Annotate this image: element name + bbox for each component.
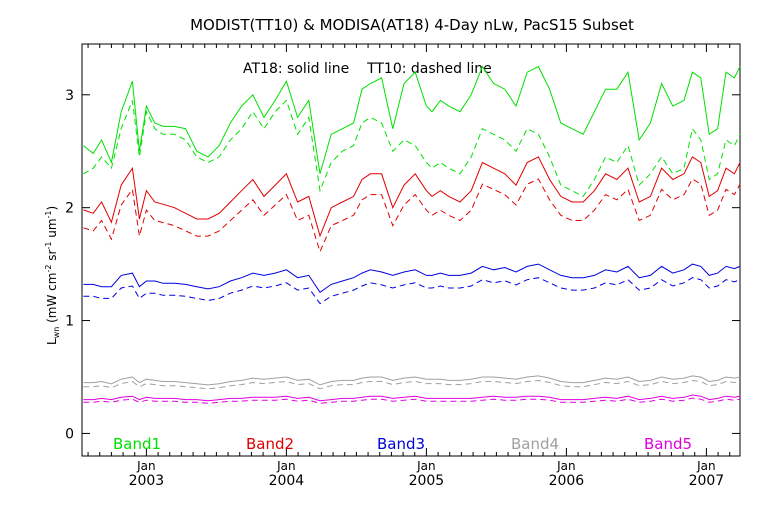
- x-tick-year-label: 2006: [549, 473, 585, 489]
- chart-title: MODIST(TT10) & MODISA(AT18) 4-Day nLw, P…: [190, 16, 634, 34]
- band-label-5: Band5: [644, 435, 692, 453]
- y-tick-label: 3: [65, 88, 74, 104]
- y-axis-label: Lwn (mW cm-2 sr-1 um-1): [44, 206, 61, 345]
- x-tick-month-label: Jan: [416, 459, 436, 473]
- band3-tt10-dashed-line: [83, 277, 741, 305]
- legend-annotation: AT18: solid line TT10: dashed line: [243, 61, 492, 77]
- x-tick-year-label: 2004: [269, 473, 305, 489]
- x-tick-year-label: 2003: [129, 473, 165, 489]
- y-tick-label: 2: [65, 201, 74, 217]
- x-tick-month-label: Jan: [696, 459, 716, 473]
- band1-tt10-dashed-line: [83, 99, 741, 198]
- x-tick-year-label: 2007: [689, 473, 725, 489]
- band1-at18-solid-line: [83, 65, 741, 174]
- x-tick-month-label: Jan: [556, 459, 576, 473]
- band2-at18-solid-line: [83, 156, 741, 238]
- band4-at18-solid-line: [83, 375, 741, 386]
- band-label-4: Band4: [511, 435, 559, 453]
- y-tick-label: 1: [65, 314, 74, 330]
- band-label-1: Band1: [113, 435, 161, 453]
- band-label-3: Band3: [377, 435, 425, 453]
- x-tick-month-label: Jan: [276, 459, 296, 473]
- plot-series: [83, 65, 741, 404]
- y-tick-label: 0: [65, 426, 74, 442]
- band-labels: Band1 Band2 Band3 Band4 Band5: [113, 435, 692, 453]
- band3-at18-solid-line: [83, 263, 741, 294]
- band4-tt10-dashed-line: [83, 379, 741, 390]
- y-axis: 0 1 2 3: [65, 88, 740, 442]
- band5-tt10-dashed-line: [83, 397, 741, 404]
- band5-at18-solid-line: [83, 394, 741, 402]
- x-tick-year-label: 2005: [409, 473, 445, 489]
- band-label-2: Band2: [246, 435, 294, 453]
- plot-frame: [81, 43, 741, 457]
- x-tick-month-label: Jan: [136, 459, 156, 473]
- band2-tt10-dashed-line: [83, 178, 741, 254]
